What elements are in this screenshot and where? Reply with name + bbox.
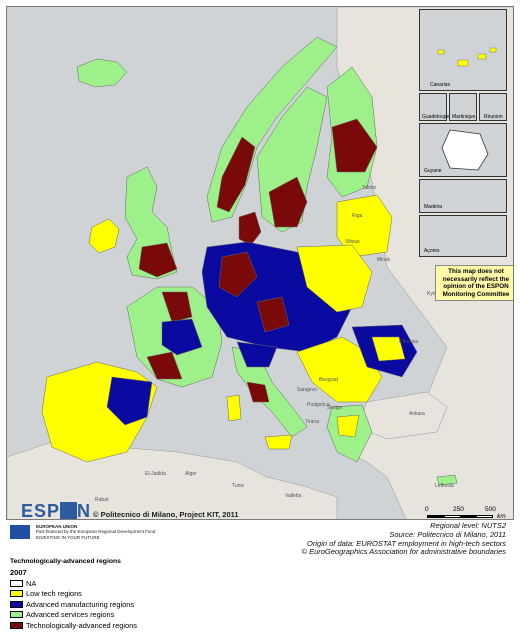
inset-label: Madeira [424, 204, 443, 210]
region-norway-tech [216, 136, 256, 213]
region-poland-low [296, 244, 373, 313]
scale-bar: 0 250 500 km [423, 503, 509, 520]
legend-swatch [10, 579, 23, 587]
region-finland-tech [331, 118, 378, 173]
city-label: Beograd [319, 377, 338, 383]
scale-label: 0 [425, 506, 429, 513]
city-label: Valletta [285, 493, 302, 499]
region-iberia-manuf [106, 376, 153, 426]
inset-reunion: Réunion [479, 93, 507, 121]
region-iceland [76, 58, 128, 88]
region-sweden-tech [268, 176, 308, 228]
espon-logo-o-icon [60, 502, 78, 519]
legend-swatch [10, 590, 23, 598]
legend: Technologically-advanced regions 2007 NA… [10, 558, 137, 631]
legend-title: Technologically-advanced regions [10, 558, 121, 565]
region-sardinia-low [226, 394, 242, 422]
scale-label: 250 [453, 506, 464, 513]
legend-item: Low tech regions [10, 589, 137, 600]
inset-madeira: Madeira [419, 179, 507, 213]
region-sicily-low [264, 434, 293, 450]
inset-guyane: Guyane [419, 123, 507, 177]
inset-label: Réunion [484, 114, 503, 120]
inset-guyane-map [441, 129, 489, 171]
city-label: Tunis [232, 483, 245, 489]
legend-year: 2007 [10, 568, 27, 577]
region-balkans-low [296, 336, 383, 403]
legend-swatch [10, 621, 23, 629]
legend-swatch [10, 600, 23, 608]
legend-label: NA [26, 578, 37, 588]
source-line: © EuroGeographics Association for admini… [301, 547, 506, 557]
inset-label: Guadeloupe [422, 114, 450, 120]
region-central-tech-2 [256, 296, 290, 333]
city-label: Rabat [95, 497, 109, 503]
region-baltics-low [336, 194, 393, 258]
region-cyprus [436, 474, 458, 486]
region-ireland-low [88, 218, 120, 254]
scale-bar-graphic [427, 515, 493, 518]
city-label: Lefkosia [435, 483, 454, 489]
region-france-tech-south [146, 351, 183, 380]
legend-item: Advanced manufacturing regions [10, 599, 137, 610]
legend-item: Technologically-advanced regions [10, 620, 137, 631]
espon-logo: ESP N [21, 501, 92, 520]
eu-line: Part-financed by the European Regional D… [36, 529, 156, 535]
city-label: Sarajevo [297, 387, 317, 393]
city-label: Chisinau [399, 339, 419, 345]
inset-canarias: Canarias [419, 9, 507, 91]
source-line: Source: Politecnico di Milano, 2011 [389, 529, 506, 539]
city-label: Tallinn [362, 185, 377, 191]
region-france-manuf [161, 318, 203, 356]
city-label: Alger [185, 471, 197, 477]
map-frame[interactable]: Kyiv Minsk Vilnius Riga Tallinn Chisinau… [6, 6, 514, 520]
city-label: Kyiv [427, 291, 437, 297]
legend-label: Advanced manufacturing regions [26, 599, 135, 609]
legend-label: Advanced services regions [26, 610, 115, 620]
city-label: Tirana [305, 419, 319, 425]
region-italy-manuf [236, 341, 278, 368]
disclaimer-box: This map does not necessarily reflect th… [435, 265, 513, 301]
legend-label: Technologically-advanced regions [26, 620, 137, 630]
eu-flag-icon [10, 525, 30, 539]
region-denmark-tech [238, 211, 262, 246]
eu-funding-block: EUROPEAN UNION Part-financed by the Euro… [10, 524, 270, 542]
legend-swatch [10, 611, 23, 619]
region-romania-low [371, 336, 406, 362]
region-central-tech [218, 251, 258, 298]
region-greece-low [336, 414, 360, 438]
scale-unit: km [497, 513, 506, 520]
city-label: El-Jadida [145, 471, 166, 477]
region-italy-tech [246, 381, 270, 403]
city-label: Ankara [409, 411, 425, 417]
inset-label: Canarias [430, 82, 451, 88]
eu-funding-text: EUROPEAN UNION Part-financed by the Euro… [36, 524, 155, 540]
inset-acores: Açores [419, 215, 507, 257]
region-france-tech [161, 291, 193, 323]
eu-line: INVESTING IN YOUR FUTURE [36, 534, 100, 540]
city-label: Podgorica [307, 402, 330, 408]
inset-canarias-map [437, 47, 497, 67]
legend-label: Low tech regions [26, 589, 82, 599]
source-line: Regional level: NUTS2 [430, 521, 506, 530]
region-uk-tech [138, 242, 178, 278]
scale-label: 500 [485, 506, 496, 513]
inset-guadeloupe: Guadeloupe [419, 93, 450, 121]
city-label: Skopje [327, 405, 343, 411]
city-label: Minsk [377, 257, 391, 263]
espon-logo-text-end: N [77, 501, 92, 520]
city-label: Riga [352, 213, 363, 219]
inset-label: Martinique [452, 114, 476, 120]
espon-logo-text: ESP [21, 501, 61, 520]
legend-item: NA [10, 578, 137, 589]
legend-item: Advanced services regions [10, 610, 137, 621]
source-line: Origin of data: EUROSTAT employment in h… [307, 538, 506, 548]
inset-label: Guyane [424, 168, 442, 174]
source-notes: Regional level: NUTS2 Source: Politecnic… [301, 521, 506, 557]
inset-label: Açores [424, 248, 440, 254]
city-label: Vilnius [345, 239, 360, 245]
eu-line: EUROPEAN UNION [36, 524, 78, 529]
copyright-text: © Politecnico di Milano, Project KIT, 20… [93, 510, 239, 519]
inset-martinique: Martinique [449, 93, 477, 121]
